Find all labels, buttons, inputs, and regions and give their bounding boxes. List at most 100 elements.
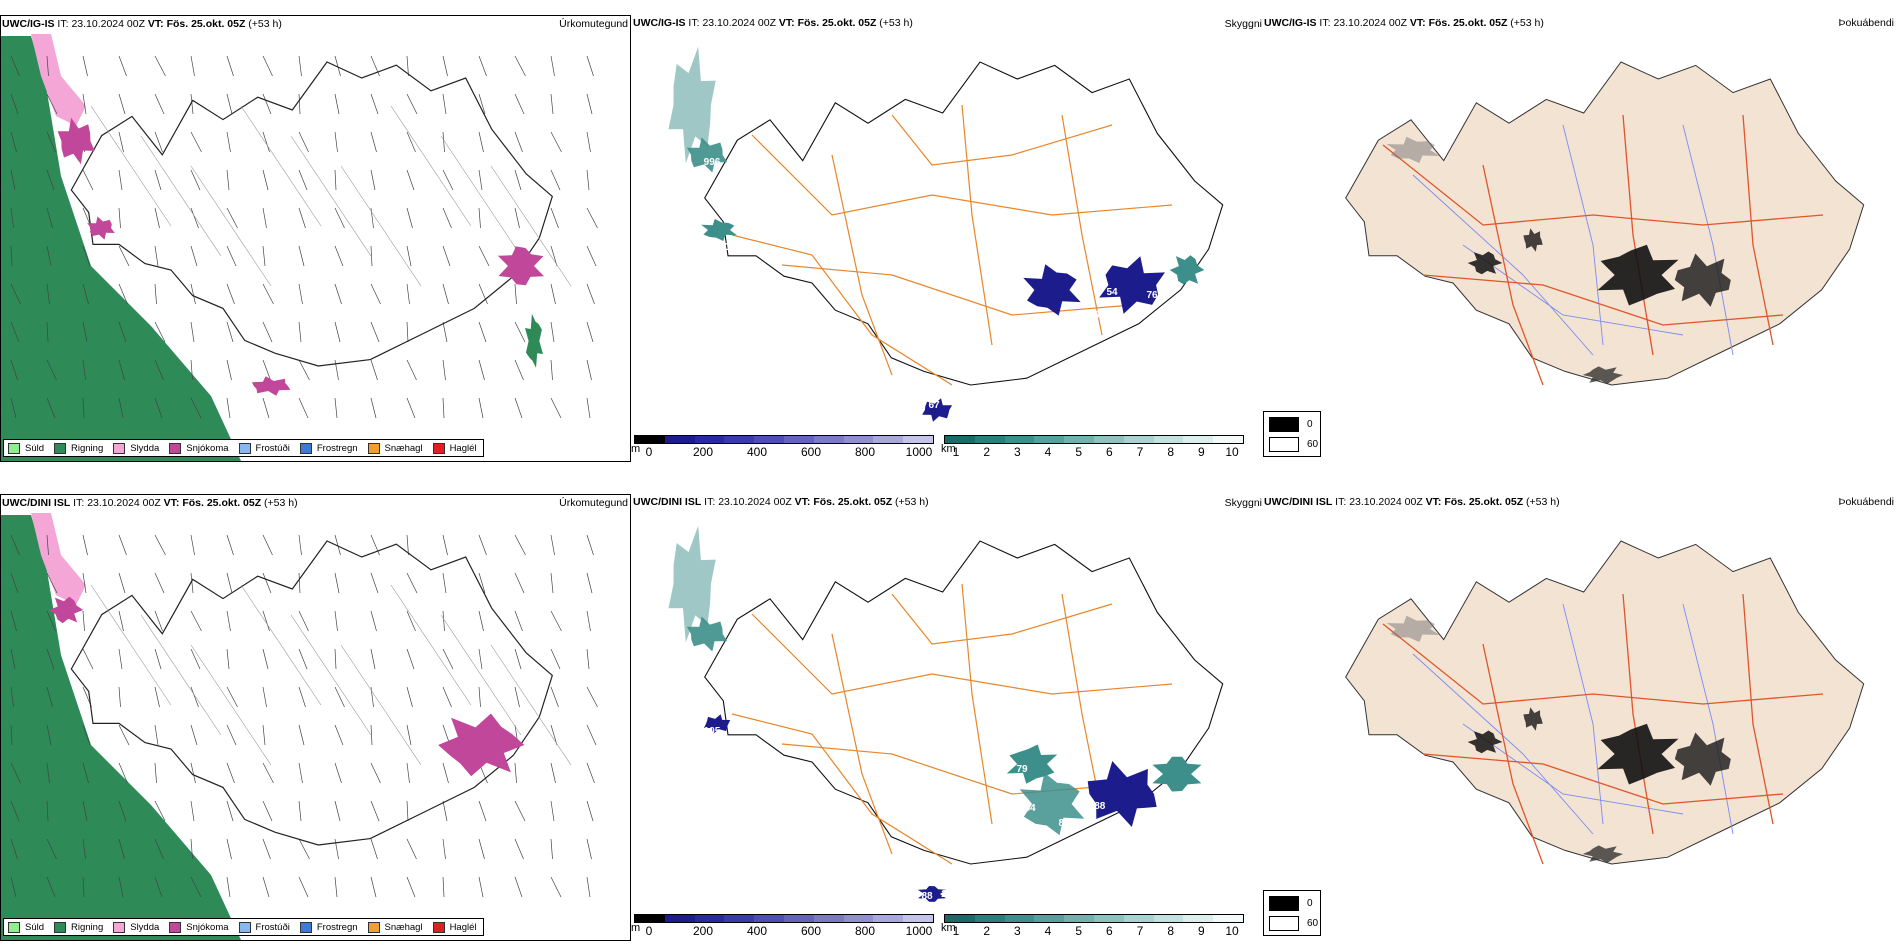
colorbar-segment [945, 436, 975, 443]
fog-legend-item: 60 [1269, 437, 1318, 452]
legend-label: Frostregn [316, 921, 358, 933]
colorbar-segment [754, 436, 784, 443]
colorbar-strip [944, 435, 1244, 444]
visibility-value-label: 2 [941, 889, 947, 900]
visibility-value-label: 84 [1024, 803, 1036, 814]
cloud-base-colorbar: m 0 200 400 600 800 1000 [631, 914, 934, 938]
colorbar-segment [724, 436, 755, 443]
colorbar-tick-label: 4 [1044, 445, 1052, 459]
visibility-value-label: 69 [906, 402, 918, 413]
colorbar-segment [1034, 436, 1065, 443]
legend-swatch [432, 442, 445, 454]
ptype-map-2 [1, 513, 598, 940]
legend-label: Snæhagl [384, 921, 423, 933]
legend-label: Haglél [449, 921, 477, 933]
legend-label: Slydda [130, 921, 160, 933]
visibility-value-label: 88 [921, 891, 933, 902]
colorbar-tick-label: 1000 [905, 445, 933, 459]
colorbar-tick-label: 1 [952, 924, 960, 938]
legend-item: Slydda [113, 921, 160, 933]
colorbar-tick-label: 9 [1197, 445, 1205, 459]
colorbar-tick-label: 400 [746, 924, 768, 938]
legend-label: Snjókoma [186, 921, 229, 933]
colorbar-tick-label: 5 [1075, 924, 1082, 938]
fog-map-2 [1345, 540, 1865, 865]
visibility-value-label: 76 [1146, 290, 1158, 301]
ptype-panel-1: UWC/IG-IS IT: 23.10.2024 00Z VT: Fös. 25… [0, 15, 631, 462]
legend-label: Haglél [449, 442, 477, 454]
fog-legend: 0 60 [1263, 890, 1321, 936]
colorbar-tick-label: 2 [983, 924, 990, 938]
legend-swatch [169, 921, 182, 933]
colorbar-tick-label: 600 [800, 445, 822, 459]
legend-item: Snæhagl [367, 921, 423, 933]
colorbar-segment [974, 915, 1005, 922]
colorbar-segment [974, 436, 1005, 443]
legend-item: Snæhagl [367, 442, 423, 454]
colorbar-tick-label: 10 [1225, 445, 1239, 459]
colorbar-unit: km [941, 922, 956, 934]
legend-label: Súld [25, 921, 45, 933]
panel-header: UWC/DINI ISL IT: 23.10.2024 00Z VT: Fös.… [2, 497, 298, 509]
visibility-map-2: 105 79 114 84 188 108 81 84 19 88 2 [668, 525, 1224, 902]
legend-item: Frostregn [299, 442, 358, 454]
vis-panel-2: 105 79 114 84 188 108 81 84 19 88 2 UWC/DINI ISL I… [631, 494, 1262, 941]
colorbar-segment [1064, 915, 1094, 922]
colorbar-tick-label: 6 [1105, 445, 1113, 459]
vis-panel-1: 996 200 84 17 2 78 54 76 66 69 67 UWC/IG-IS IT: 23… [631, 15, 1262, 462]
colorbar-segment [635, 915, 665, 922]
colorbar-ticks: 1 2 3 4 5 6 7 8 9 10 [944, 444, 1244, 459]
colorbar-tick-label: 2 [983, 445, 990, 459]
visibility-value-label: 108 [1009, 818, 1026, 829]
fog-legend-swatch [1269, 916, 1299, 931]
colorbar-segment [1183, 915, 1214, 922]
colorbar-tick-label: 9 [1197, 924, 1205, 938]
visibility-value-label: 81 [1058, 818, 1070, 829]
fog-title: Þokuábendi [1838, 17, 1894, 29]
fog-legend: 0 60 [1263, 411, 1321, 457]
visibility-value-label: 66 [1088, 310, 1100, 321]
legend-swatch [299, 442, 312, 454]
visibility-value-label: 2 [944, 267, 950, 278]
colorbar-tick-label: 800 [854, 924, 876, 938]
panel-header: UWC/DINI ISL IT: 23.10.2024 00Z VT: Fös.… [633, 496, 929, 508]
colorbar-strip [634, 435, 934, 444]
legend-label: Frostúði [255, 442, 290, 454]
visibility-value-label: 200 [719, 242, 736, 253]
visibility-value-label: 67 [928, 400, 940, 411]
panel-header: UWC/IG-IS IT: 23.10.2024 00Z VT: Fös. 25… [2, 18, 282, 30]
fog-legend-label: 60 [1307, 918, 1319, 929]
colorbar-tick-label: 5 [1075, 445, 1082, 459]
colorbar-segment [783, 915, 814, 922]
colorbar-segment [813, 436, 844, 443]
legend-label: Súld [25, 442, 45, 454]
colorbar-segment [664, 436, 695, 443]
colorbar-unit: m [631, 443, 641, 455]
colorbar-segment [635, 436, 665, 443]
legend-swatch [113, 442, 126, 454]
legend-label: Slydda [130, 442, 160, 454]
colorbar-segment [1004, 915, 1035, 922]
colorbar-unit: m [631, 922, 641, 934]
fog-legend-label: 0 [1307, 419, 1313, 430]
legend-item: Súld [8, 921, 45, 933]
colorbar-segment [843, 915, 874, 922]
legend-item: Rigning [54, 921, 104, 933]
legend-label: Frostregn [316, 442, 358, 454]
colorbar-tick-label: 4 [1044, 924, 1052, 938]
colorbar-tick-label: 3 [1013, 924, 1021, 938]
colorbar-segment [1213, 915, 1243, 922]
colorbar-tick-label: 800 [854, 445, 876, 459]
colorbar-unit: km [941, 443, 956, 455]
legend-item: Súld [8, 442, 45, 454]
fog-panel-2: UWC/DINI ISL IT: 23.10.2024 00Z VT: Fös.… [1263, 494, 1900, 941]
colorbar-tick-label: 0 [645, 924, 653, 938]
fog-legend-swatch [1269, 896, 1299, 911]
fog-map-1 [1345, 61, 1865, 386]
colorbar-segment [1153, 915, 1184, 922]
colorbar-tick-label: 600 [800, 924, 822, 938]
visibility-value-label: 79 [1016, 764, 1028, 775]
colorbar-tick-label: 400 [746, 445, 768, 459]
legend-label: Rigning [71, 921, 104, 933]
colorbar-tick-label: 8 [1167, 445, 1174, 459]
